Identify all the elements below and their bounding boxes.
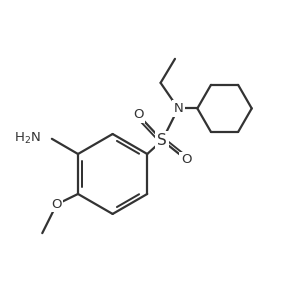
Text: O: O (51, 198, 62, 211)
Text: S: S (157, 133, 167, 148)
Text: N: N (173, 102, 183, 115)
Text: O: O (181, 153, 191, 166)
Text: O: O (133, 108, 144, 121)
Text: H$_2$N: H$_2$N (14, 131, 41, 146)
